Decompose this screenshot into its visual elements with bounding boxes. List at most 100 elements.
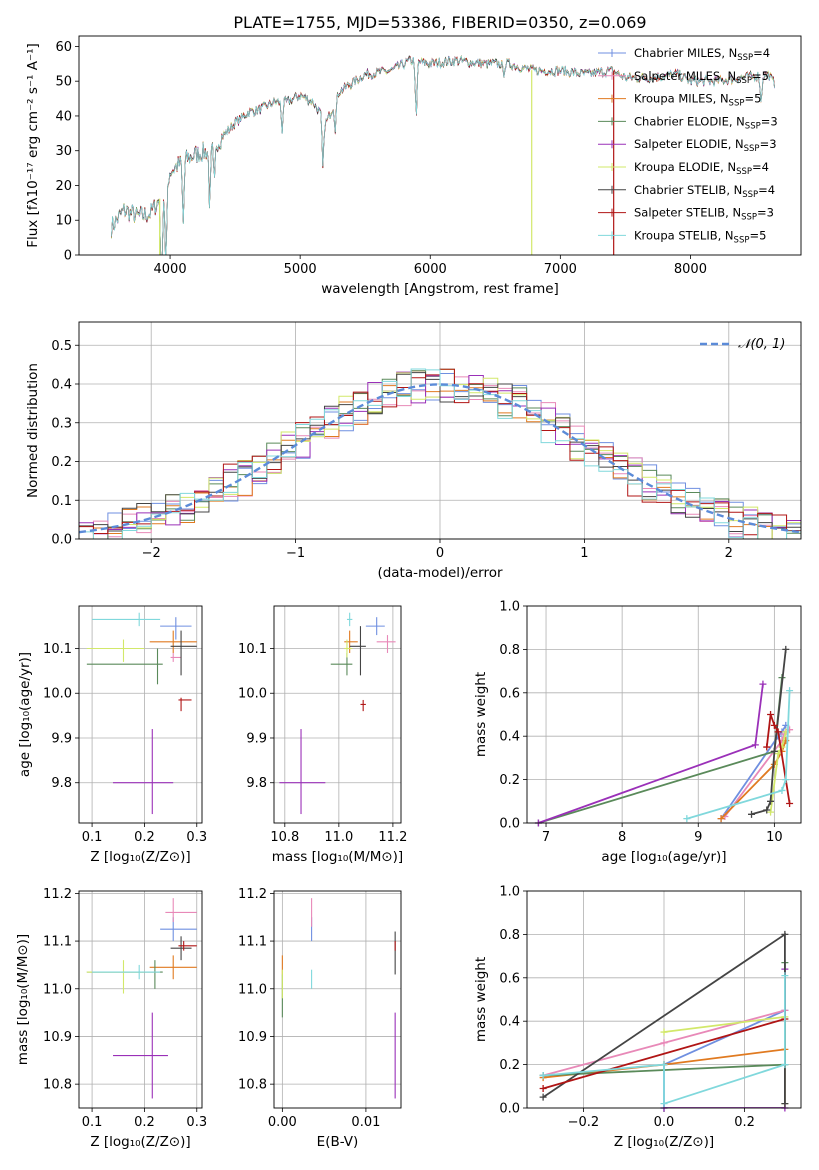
y-tick-label: 10.0 — [43, 687, 72, 702]
y-axis-label: mass [log₁₀(M/M⊙)] — [15, 934, 31, 1065]
point-marker — [778, 743, 786, 751]
point-marker — [748, 810, 756, 818]
legend-label-main: Salpeter STELIB, N — [634, 206, 741, 220]
chart-title: PLATE=1755, MJD=53386, FIBERID=0350, z=0… — [233, 13, 646, 32]
point-marker — [767, 711, 775, 718]
y-tick-label: 20 — [55, 179, 72, 194]
point-marker — [782, 776, 790, 784]
y-axis-label: Normed distribution — [25, 363, 41, 498]
legend-label-n: =4 — [752, 160, 769, 174]
x-tick-label: 10 — [766, 830, 783, 845]
x-axis-label: Z [log₁₀(Z/Z⊙)] — [614, 1134, 714, 1150]
point-marker — [683, 815, 691, 823]
y-tick-label: 10 — [55, 214, 72, 229]
legend-label: Salpeter STELIB, NSSP=3 — [634, 206, 774, 223]
x-tick-label: 8 — [618, 830, 626, 845]
x-axis-label: mass [log₁₀(M/M⊙)] — [272, 849, 403, 865]
point-marker — [782, 645, 790, 653]
legend-label-main: Kroupa STELIB, N — [634, 228, 734, 242]
legend-label: Kroupa MILES, NSSP=5 — [634, 92, 761, 109]
x-tick-label: −2 — [142, 546, 161, 561]
y-tick-label: 1.0 — [499, 600, 520, 615]
legend-label-n: =4 — [753, 46, 770, 60]
y-tick-label: 11.1 — [238, 935, 267, 950]
point-marker — [759, 680, 767, 688]
y-tick-label: 9.8 — [51, 776, 72, 791]
x-axis-label: age [log₁₀(age/yr)] — [601, 849, 726, 865]
axes-frame — [526, 605, 802, 824]
y-tick-label: 0.6 — [499, 686, 520, 701]
legend-label-sub: SSP — [741, 213, 757, 223]
y-axis-label: mass weight — [473, 672, 489, 757]
point-marker — [660, 1039, 668, 1047]
y-tick-label: 0.2 — [499, 1058, 520, 1073]
residuals-axes: −2 −1 0 1 2 0.0 0.1 0.2 0.3 0.4 0.5 (data-model)/er… — [25, 321, 802, 581]
point-marker — [781, 1100, 789, 1108]
legend-label: Kroupa STELIB, NSSP=5 — [634, 228, 766, 245]
age_vs_mass-axes: 10.8 11.0 11.2 9.8 9.9 10.0 10.1 mass [log₁₀(M/… — [238, 605, 407, 865]
axes-frame — [273, 605, 402, 824]
legend-label: Salpeter MILES, NSSP=5 — [634, 69, 769, 86]
y-tick-label: 1.0 — [499, 885, 520, 900]
legend-label-sub: SSP — [742, 190, 758, 200]
legend-label-main: Salpeter ELODIE, N — [634, 137, 744, 151]
x-tick-label: 0.3 — [186, 1115, 207, 1130]
legend-label-sub: SSP — [736, 76, 752, 86]
point-marker — [717, 815, 725, 823]
x-tick-label: 0.1 — [82, 830, 103, 845]
y-tick-label: 11.2 — [238, 887, 267, 902]
axes-frame — [526, 890, 802, 1109]
point-marker — [774, 750, 782, 758]
legend-label-sub: SSP — [737, 53, 753, 63]
x-tick-label: 9 — [694, 830, 702, 845]
point-marker — [751, 741, 759, 749]
y-tick-label: 0.2 — [51, 455, 72, 470]
mass_vs_Z-axes: 0.1 0.2 0.3 10.8 10.9 11.0 11.1 11.2 Z [log₁₀(Z/… — [15, 887, 207, 1150]
y-tick-label: 0.5 — [51, 339, 72, 354]
mass_vs_EBV-axes: 0.00 0.01 10.8 10.9 11.0 11.1 11.2 E(B-V) — [238, 887, 402, 1150]
y-tick-label: 60 — [55, 40, 72, 55]
axes-frame — [273, 890, 402, 1109]
x-axis-label: wavelength [Angstrom, rest frame] — [321, 281, 559, 297]
y-tick-label: 9.9 — [51, 731, 72, 746]
x-tick-label: 0.01 — [351, 1115, 380, 1130]
gaussian-curve — [79, 383, 801, 534]
x-tick-label: 11.0 — [324, 830, 353, 845]
y-tick-label: 11.2 — [43, 887, 72, 902]
y-tick-label: 10.8 — [43, 1078, 72, 1093]
x-axis-label: Z [log₁₀(Z/Z⊙)] — [90, 1134, 190, 1150]
x-tick-label: −1 — [286, 546, 305, 561]
point-marker — [770, 721, 778, 729]
x-tick-label: 0.0 — [654, 1115, 675, 1130]
y-tick-label: 9.9 — [246, 731, 267, 746]
legend-label-n: =3 — [761, 114, 778, 128]
y-tick-label: 11.0 — [43, 982, 72, 997]
legend-label-main: Chabrier STELIB, N — [634, 183, 742, 197]
y-tick-label: 0.4 — [499, 730, 520, 745]
legend-label-n: =3 — [757, 206, 774, 220]
point-marker — [774, 728, 782, 736]
y-axis-label: age [log₁₀(age/yr)] — [17, 652, 33, 777]
massweight_vs_Z-axes: −0.2 0.0 0.2 0.0 0.2 0.4 0.6 0.8 1.0 Z [log₁₀(Z/Z… — [473, 885, 802, 1150]
point-marker — [539, 1071, 547, 1079]
y-tick-label: 11.1 — [43, 935, 72, 950]
axes-frame — [78, 35, 802, 256]
legend-label-n: =5 — [752, 69, 769, 83]
mass-weight-line — [720, 724, 787, 820]
point-marker — [786, 687, 794, 695]
mass-weight-line — [686, 690, 791, 820]
mass-weight-line — [663, 1015, 786, 1104]
axes-frame — [78, 321, 802, 540]
y-tick-label: 50 — [55, 75, 72, 90]
y-tick-label: 0.8 — [499, 643, 520, 658]
x-tick-label: 1 — [580, 546, 588, 561]
y-tick-label: 10.1 — [238, 642, 267, 657]
x-tick-label: 7000 — [544, 262, 577, 277]
y-tick-label: 40 — [55, 109, 72, 124]
y-axis-label: mass weight — [473, 957, 489, 1042]
x-tick-label: 0.2 — [134, 1115, 155, 1130]
legend-label-n: =4 — [758, 183, 775, 197]
point-marker — [763, 806, 771, 814]
legend-label-main: Chabrier ELODIE, N — [634, 114, 745, 128]
x-axis-label: E(B-V) — [317, 1134, 359, 1150]
